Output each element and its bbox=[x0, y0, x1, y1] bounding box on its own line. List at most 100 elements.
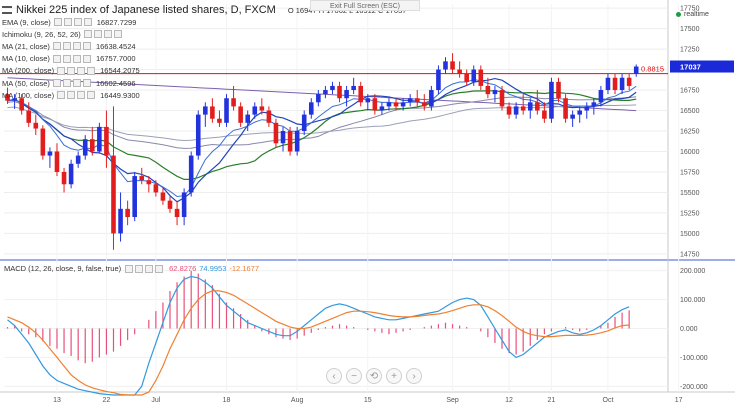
indicator-add-button[interactable] bbox=[103, 30, 112, 39]
candle-body bbox=[499, 90, 505, 107]
zoom-out-button[interactable]: − bbox=[346, 368, 362, 384]
candle-body bbox=[457, 69, 462, 74]
candle-body bbox=[330, 85, 335, 91]
indicator-settings-button[interactable] bbox=[62, 79, 71, 87]
indicator-remove-button[interactable] bbox=[113, 30, 122, 39]
indicator-add-button[interactable] bbox=[73, 18, 82, 26]
time-tick-label: 22 bbox=[103, 397, 111, 404]
candle-body bbox=[464, 73, 469, 82]
indicator-visibility-toggle[interactable] bbox=[53, 18, 62, 26]
indicator-remove-button[interactable] bbox=[87, 66, 96, 75]
candle-body bbox=[90, 139, 95, 152]
time-tick-label: Oct bbox=[603, 397, 614, 404]
candle-body bbox=[238, 106, 243, 123]
candle-body bbox=[513, 106, 519, 115]
macd-add-button[interactable] bbox=[145, 264, 154, 273]
price-tick-label: 15500 bbox=[680, 190, 700, 197]
indicator-settings-button[interactable] bbox=[67, 66, 76, 75]
macd-line bbox=[7, 275, 630, 396]
ma-50-line bbox=[7, 96, 637, 149]
indicator-remove-button[interactable] bbox=[82, 79, 91, 87]
indicator-legend-row[interactable]: MA (100, close) 16449.9300 bbox=[2, 89, 140, 101]
candle-body bbox=[358, 85, 364, 103]
indicator-label: MA (10, close) bbox=[2, 54, 50, 64]
indicator-add-button[interactable] bbox=[72, 79, 81, 87]
indicator-visibility-toggle[interactable] bbox=[57, 66, 66, 75]
indicator-label: MA (50, close) bbox=[2, 78, 50, 88]
zoom-in-button[interactable]: + bbox=[386, 368, 402, 384]
candle-body bbox=[19, 98, 24, 111]
candle-body bbox=[210, 106, 215, 119]
scroll-left-button[interactable]: ‹ bbox=[326, 368, 342, 384]
indicator-add-button[interactable] bbox=[77, 91, 86, 100]
candle-body bbox=[563, 98, 568, 119]
candle-body bbox=[626, 77, 632, 86]
indicator-add-button[interactable] bbox=[77, 66, 86, 75]
candle-body bbox=[104, 126, 109, 156]
indicator-label: MA (21, close) bbox=[2, 41, 50, 51]
time-tick-label: Jul bbox=[151, 397, 160, 404]
indicator-legend-row[interactable]: EMA (9, close) 16827.7299 bbox=[2, 16, 136, 28]
realtime-dot-icon bbox=[676, 12, 681, 17]
candle-body bbox=[400, 102, 406, 107]
indicator-visibility-toggle[interactable] bbox=[52, 54, 61, 63]
indicator-settings-button[interactable] bbox=[63, 18, 72, 26]
macd-signal-line bbox=[7, 290, 630, 396]
indicator-visibility-toggle[interactable] bbox=[57, 91, 66, 100]
indicator-settings-button[interactable] bbox=[67, 91, 76, 100]
candle-body bbox=[351, 85, 356, 91]
macd-tick-label: 100.000 bbox=[680, 297, 705, 304]
exit-fullscreen-button[interactable]: Exit Full Screen (ESC) bbox=[310, 0, 420, 11]
indicator-label: MA (200, close) bbox=[2, 66, 55, 76]
indicator-legend-row[interactable]: MA (10, close) 16757.7000 bbox=[2, 53, 136, 65]
indicator-visibility-toggle[interactable] bbox=[83, 30, 92, 39]
candle-body bbox=[506, 106, 512, 115]
candle-body bbox=[280, 131, 286, 144]
candle-body bbox=[337, 85, 342, 99]
indicator-remove-button[interactable] bbox=[87, 91, 96, 100]
candle-body bbox=[75, 155, 81, 164]
macd-remove-button[interactable] bbox=[155, 264, 164, 273]
realtime-label: realtime bbox=[684, 11, 709, 18]
indicator-legend-row[interactable]: Ichimoku (9, 26, 52, 26) bbox=[2, 28, 127, 40]
indicator-settings-button[interactable] bbox=[93, 30, 102, 39]
reset-view-button[interactable]: ⟲ bbox=[366, 368, 382, 384]
indicator-add-button[interactable] bbox=[72, 42, 81, 51]
macd-tick-label: -200.000 bbox=[680, 384, 708, 391]
menu-icon[interactable] bbox=[2, 6, 12, 14]
candle-body bbox=[471, 69, 477, 82]
indicator-settings-button[interactable] bbox=[62, 42, 71, 51]
candle-body bbox=[82, 139, 88, 156]
macd-visibility-toggle[interactable] bbox=[125, 264, 134, 273]
indicator-visibility-toggle[interactable] bbox=[52, 79, 61, 87]
candle-body bbox=[429, 90, 434, 107]
indicator-remove-button[interactable] bbox=[82, 42, 91, 51]
indicator-legend-row[interactable]: MA (50, close) 16602.4596 bbox=[2, 77, 136, 89]
macd-layer bbox=[6, 270, 630, 396]
price-tick-label: 17750 bbox=[680, 6, 700, 13]
indicator-legend-row[interactable]: MA (21, close) 16638.4524 bbox=[2, 40, 136, 52]
time-tick-label: 13 bbox=[53, 397, 61, 404]
candle-body bbox=[308, 102, 314, 115]
candle-body bbox=[407, 98, 413, 103]
macd-tick-label: 200.000 bbox=[680, 268, 705, 275]
indicator-settings-button[interactable] bbox=[62, 54, 71, 63]
scroll-right-button[interactable]: › bbox=[406, 368, 422, 384]
indicator-add-button[interactable] bbox=[72, 54, 81, 63]
candle-body bbox=[365, 98, 371, 103]
time-tick-label: Sep bbox=[446, 397, 459, 404]
candle-body bbox=[287, 131, 293, 152]
indicator-visibility-toggle[interactable] bbox=[52, 42, 61, 51]
indicator-remove-button[interactable] bbox=[82, 54, 91, 63]
indicator-legend-row[interactable]: MA (200, close) 16544.2075 bbox=[2, 65, 140, 77]
candle-body bbox=[612, 77, 618, 91]
candle-body bbox=[203, 106, 208, 115]
candle-body bbox=[252, 106, 258, 115]
macd-settings-button[interactable] bbox=[135, 264, 144, 273]
indicator-remove-button[interactable] bbox=[83, 18, 92, 26]
candle-body bbox=[414, 98, 420, 103]
price-tick-label: 17250 bbox=[680, 47, 700, 54]
indicator-label: Ichimoku (9, 26, 52, 26) bbox=[2, 29, 81, 39]
